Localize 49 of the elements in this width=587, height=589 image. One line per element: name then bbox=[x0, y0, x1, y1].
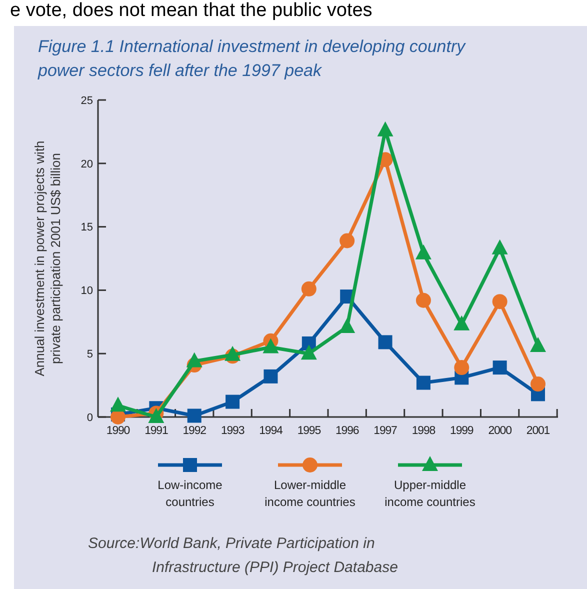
point bbox=[530, 336, 546, 352]
point bbox=[492, 294, 508, 310]
point bbox=[301, 281, 316, 296]
point bbox=[378, 335, 392, 350]
point bbox=[377, 121, 394, 136]
point bbox=[416, 376, 430, 390]
y-tick-label: 15 bbox=[80, 222, 93, 234]
point bbox=[226, 394, 240, 409]
x-tick-label: 1995 bbox=[297, 425, 321, 437]
point bbox=[454, 360, 470, 376]
point bbox=[187, 408, 202, 423]
y-tick-label: 0 bbox=[86, 412, 93, 424]
legend-label: Lower-middle income countries bbox=[264, 478, 356, 509]
x-tick-label: 1992 bbox=[182, 425, 206, 437]
point bbox=[264, 369, 278, 384]
chart-title: Figure 1.1 International investment in developing country power sectors fell after the 1997 peak bbox=[37, 37, 467, 80]
legend-label: Upper-middle income countries bbox=[384, 478, 476, 509]
y-tick-label: 20 bbox=[80, 158, 93, 170]
point bbox=[492, 360, 507, 375]
point bbox=[415, 244, 432, 260]
text: e vote, does not mean that the public votes bbox=[10, 0, 372, 21]
point bbox=[110, 410, 126, 424]
y-tick-label: 10 bbox=[80, 285, 93, 298]
point bbox=[300, 344, 317, 360]
legend-label: Low-income countries bbox=[158, 478, 223, 509]
x-tick-label: 1999 bbox=[450, 425, 474, 437]
point bbox=[340, 233, 355, 248]
x-tick-label: 1994 bbox=[259, 425, 284, 437]
point bbox=[186, 352, 202, 368]
point bbox=[416, 292, 431, 308]
y-tick-label: 5 bbox=[86, 348, 93, 360]
point bbox=[530, 376, 546, 392]
x-tick-label: 2000 bbox=[488, 425, 512, 437]
x-tick-label: 1991 bbox=[144, 425, 168, 437]
y-tick-label: 25 bbox=[80, 94, 93, 107]
point bbox=[262, 338, 279, 354]
point bbox=[492, 239, 508, 254]
y-axis-title: Annual investment in power projects with private participation 2001 US$ billion bbox=[32, 140, 63, 376]
point bbox=[339, 318, 356, 333]
point bbox=[110, 396, 126, 412]
x-tick-label: 1998 bbox=[412, 425, 436, 437]
x-tick-label: 1996 bbox=[335, 425, 359, 437]
x-tick-label: 1990 bbox=[106, 425, 130, 437]
point bbox=[454, 315, 470, 330]
x-tick-label: 1997 bbox=[374, 425, 398, 437]
x-tick-label: 2001 bbox=[526, 425, 550, 437]
point bbox=[224, 346, 241, 361]
source-note: Source:World Bank, Private Participation in Infrastructure (PPI) Project Database bbox=[88, 535, 398, 576]
x-tick-label: 1993 bbox=[220, 425, 244, 437]
